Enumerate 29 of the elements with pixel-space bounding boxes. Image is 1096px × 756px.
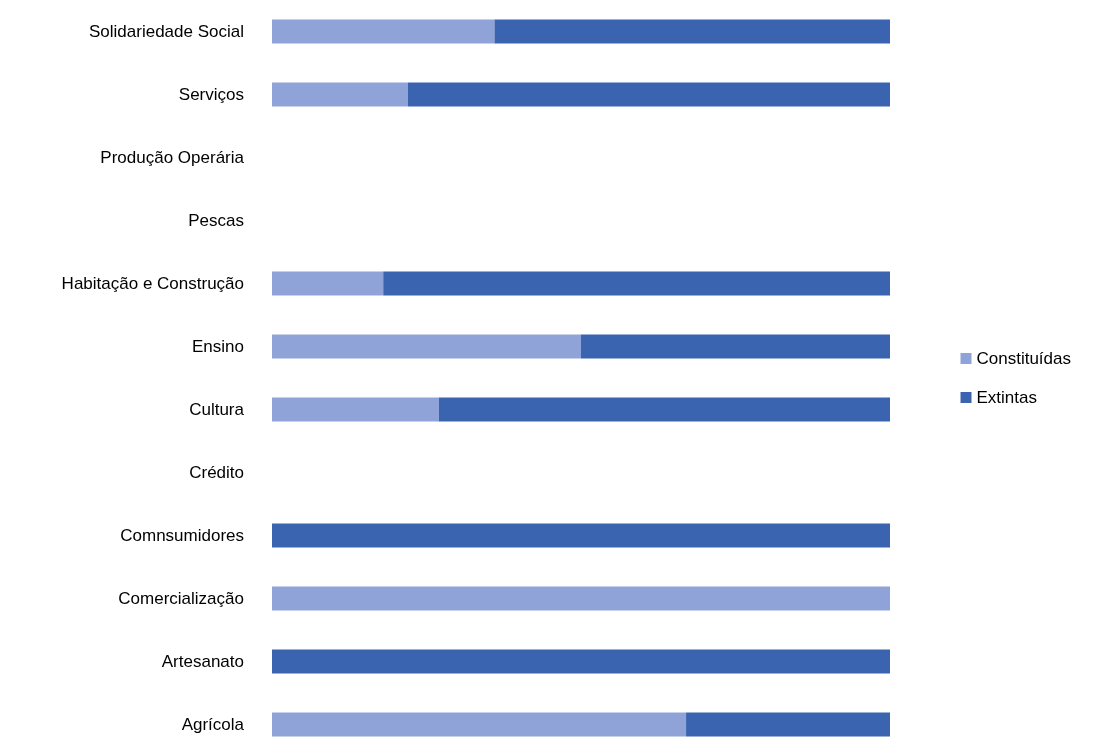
y-tick-label: Produção Operária	[100, 148, 245, 167]
bar	[272, 523, 890, 548]
y-tick-label: Solidariedade Social	[89, 22, 244, 41]
y-tick-label: Artesanato	[161, 652, 244, 671]
bar	[272, 712, 687, 737]
y-tick-label: Habitação e Construção	[61, 274, 244, 293]
bar	[438, 397, 890, 422]
bar	[272, 334, 581, 359]
y-tick-label: Ensino	[192, 337, 244, 356]
legend-label: Extintas	[976, 388, 1037, 407]
y-tick-label: Agrícola	[181, 715, 245, 734]
bar	[407, 82, 890, 107]
bar	[383, 271, 890, 296]
bar	[494, 19, 890, 44]
bar	[272, 649, 890, 674]
bar	[272, 19, 495, 44]
y-tick-label: Serviços	[178, 85, 244, 104]
bar	[272, 397, 439, 422]
y-tick-label: Comercialização	[118, 589, 244, 608]
bar	[686, 712, 890, 737]
legend-label: Constituídas	[976, 349, 1071, 368]
bar	[272, 586, 890, 611]
y-tick-label: Pescas	[188, 211, 244, 230]
y-tick-label: Comnsumidores	[120, 526, 244, 545]
bar	[272, 271, 384, 296]
bar	[581, 334, 890, 359]
y-tick-label: Cultura	[189, 400, 245, 419]
bar	[272, 82, 408, 107]
y-tick-label: Crédito	[189, 463, 244, 482]
